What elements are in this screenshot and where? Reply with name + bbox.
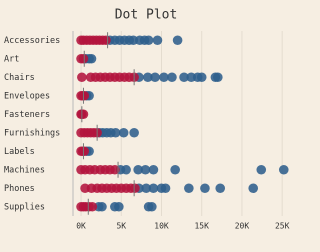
x-tick-label: 15K [194, 222, 209, 231]
y-tick-label: Supplies [4, 202, 45, 212]
dot [184, 183, 194, 194]
dot [121, 164, 131, 175]
dot [101, 35, 111, 46]
dot [141, 183, 152, 194]
dot [213, 72, 223, 83]
x-tick-label: 10K [154, 222, 169, 231]
y-tick-label: Art [4, 54, 19, 64]
y-tick-label: Furnishings [4, 128, 60, 138]
dot [79, 146, 90, 157]
dot [86, 53, 97, 64]
dot [129, 127, 139, 138]
y-tick-label: Phones [4, 184, 35, 194]
dot [118, 127, 129, 138]
dot [97, 201, 107, 212]
dot [200, 183, 210, 194]
dot [130, 183, 140, 194]
dot [77, 72, 87, 83]
x-tick-label: 5K [116, 222, 126, 231]
dot [150, 72, 160, 83]
dot [148, 164, 159, 175]
y-tick-label: Envelopes [4, 91, 50, 101]
dot [215, 183, 226, 194]
dot [78, 109, 89, 120]
y-tick-label: Fasteners [4, 110, 50, 120]
dot [248, 183, 259, 194]
dot [167, 72, 177, 83]
dot [159, 72, 169, 83]
dot [78, 53, 89, 64]
dot [256, 164, 267, 175]
x-tick-label: 20K [235, 222, 250, 231]
dot [172, 35, 183, 46]
chart-title: Dot Plot [115, 8, 178, 23]
y-tick-label: Labels [4, 147, 35, 157]
dot [179, 72, 189, 83]
dot [147, 201, 157, 212]
dot [133, 164, 143, 175]
dot [114, 201, 124, 212]
y-tick-label: Accessories [4, 36, 60, 46]
chart: Dot Plot 0K 5K 10K 15K 20K 25K Accessories Art C… [4, 7, 290, 231]
dot [170, 164, 180, 175]
dot [148, 183, 159, 194]
dot [87, 201, 98, 212]
dot [143, 35, 154, 46]
y-tick-label: Machines [4, 165, 45, 175]
dot [143, 72, 153, 83]
dot [140, 164, 151, 175]
dot [110, 127, 121, 138]
x-tick-label: 25K [275, 222, 290, 231]
x-tick-label: 0K [76, 222, 86, 231]
dot [196, 72, 207, 83]
y-tick-label: Chairs [4, 73, 35, 83]
dot [152, 35, 163, 46]
dot [278, 164, 289, 175]
dot [160, 183, 171, 194]
dot [110, 164, 120, 175]
dot [79, 90, 90, 101]
